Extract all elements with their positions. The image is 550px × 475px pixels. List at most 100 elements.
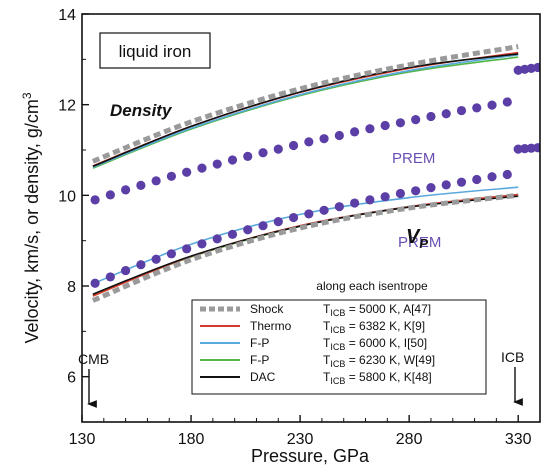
prem-inner-core-vp-point (520, 144, 530, 154)
prem-vp-point (441, 180, 451, 190)
prem-inner-core-vp-point (513, 144, 523, 154)
prem-vp-point (426, 183, 436, 193)
prem-density-point (395, 118, 406, 128)
legend-name-dac: DAC (250, 370, 276, 384)
legend-condition-shock: TICB = 5000 K, A[47] (323, 302, 431, 318)
prem-vp-point (411, 186, 421, 196)
legend-name-fp_green: F-P (250, 353, 269, 367)
prem-vp-point (334, 202, 344, 212)
prem-vp-point (487, 172, 497, 182)
x-tick-label: 230 (287, 431, 314, 448)
inset-label: liquid iron (119, 42, 192, 61)
density-label: Density (110, 101, 173, 120)
legend-name-thermo: Thermo (250, 319, 292, 333)
prem-vp-point (304, 209, 314, 219)
prem-density-point (258, 148, 268, 158)
prem-vp-point (258, 221, 268, 231)
x-tick-label: 130 (69, 431, 96, 448)
vp-label-sub: P (419, 236, 428, 251)
prem-vp-point (90, 278, 100, 288)
prem-vp-point (380, 192, 390, 202)
prem-density-point (411, 115, 421, 125)
prem-vp-point (502, 169, 512, 180)
series-fp_blue-density-line (92, 54, 519, 168)
icb-label: ICB (501, 349, 524, 365)
prem-density-point (304, 137, 314, 147)
y-tick-label: 10 (58, 188, 76, 205)
prem-density-point (426, 111, 436, 122)
x-tick-label: 280 (396, 431, 423, 448)
prem-vp-point (151, 254, 161, 264)
series-shock-density-line (91, 44, 519, 164)
prem-density-point (166, 171, 177, 181)
prem-vp-point (243, 225, 253, 235)
prem-density-point (319, 134, 329, 144)
prem-density-point (136, 180, 146, 190)
prem-inner-core-vp-point (526, 143, 536, 153)
y-axis-title-main: Velocity, km/s, or density, g/cm (22, 99, 42, 343)
prem-vp-point (166, 249, 177, 259)
y-axis-title: Velocity, km/s, or density, g/cm3 (20, 92, 42, 343)
prem-vp-point (227, 229, 238, 239)
prem-density-point (243, 151, 253, 161)
prem-vp-point (472, 174, 482, 185)
prem-vp-point (395, 188, 406, 199)
legend-name-fp_blue: F-P (250, 336, 269, 350)
prem-density-point (90, 195, 100, 205)
prem-density-point (288, 140, 299, 151)
prem-density-point (441, 109, 451, 119)
y-tick-label: 6 (67, 370, 76, 387)
y-axis-title-sup: 3 (20, 92, 34, 99)
legend-box (191, 299, 487, 395)
series-dac-density-line (92, 53, 519, 168)
y-tick-label: 12 (58, 98, 76, 115)
prem-vp-point (456, 177, 467, 187)
plot-frame (81, 13, 541, 423)
prem-vp-label: PREM (398, 234, 441, 251)
prem-vp-point (197, 239, 207, 249)
legend-condition-fp_green: TICB = 6230 K, W[49] (323, 353, 435, 369)
vp-label: VP (406, 226, 428, 251)
prem-inner-core-density-point (533, 62, 540, 73)
prem-vp-point (105, 272, 115, 282)
y-tick-label: 14 (58, 7, 76, 24)
prem-density-point (197, 163, 207, 173)
prem-density-point (273, 144, 283, 154)
x-axis-title: Pressure, GPa (251, 446, 370, 466)
inset-label-box (99, 32, 211, 69)
legend-condition-fp_blue: TICB = 6000 K, I[50] (323, 336, 427, 352)
y-tick-label: 8 (67, 279, 76, 296)
prem-vp-point (350, 198, 360, 208)
prem-density-point (212, 159, 222, 169)
prem-density-point (380, 120, 390, 131)
prem-density-point (456, 105, 467, 116)
prem-density-point (151, 176, 161, 186)
prem-vp-point (182, 244, 192, 254)
prem-density-point (502, 97, 512, 107)
prem-density-point (365, 124, 375, 134)
legend-condition-thermo: TICB = 6382 K, K[9] (323, 319, 425, 335)
x-tick-label: 180 (178, 431, 205, 448)
vp-label-main: V (406, 226, 421, 248)
prem-vp-point (273, 217, 283, 227)
legend-heading: along each isentrope (316, 279, 428, 293)
prem-inner-core-vp-point (533, 143, 540, 153)
prem-density-label: PREM (392, 150, 435, 167)
cmb-label: CMB (78, 351, 109, 367)
prem-density-point (487, 100, 497, 110)
prem-vp-point (319, 205, 329, 215)
prem-density-point (105, 190, 115, 200)
legend-name-shock: Shock (250, 302, 284, 316)
prem-density-point (121, 185, 131, 195)
legend-condition-dac: TICB = 5800 K, K[48] (323, 370, 432, 386)
prem-density-point (334, 130, 344, 141)
x-tick-label: 330 (505, 431, 532, 448)
series-fp_green-vp-line (92, 194, 519, 296)
prem-density-point (472, 103, 482, 113)
series-thermo-vp-line (92, 193, 519, 297)
prem-density-point (182, 167, 192, 177)
prem-density-point (227, 155, 238, 165)
prem-vp-point (121, 265, 131, 276)
